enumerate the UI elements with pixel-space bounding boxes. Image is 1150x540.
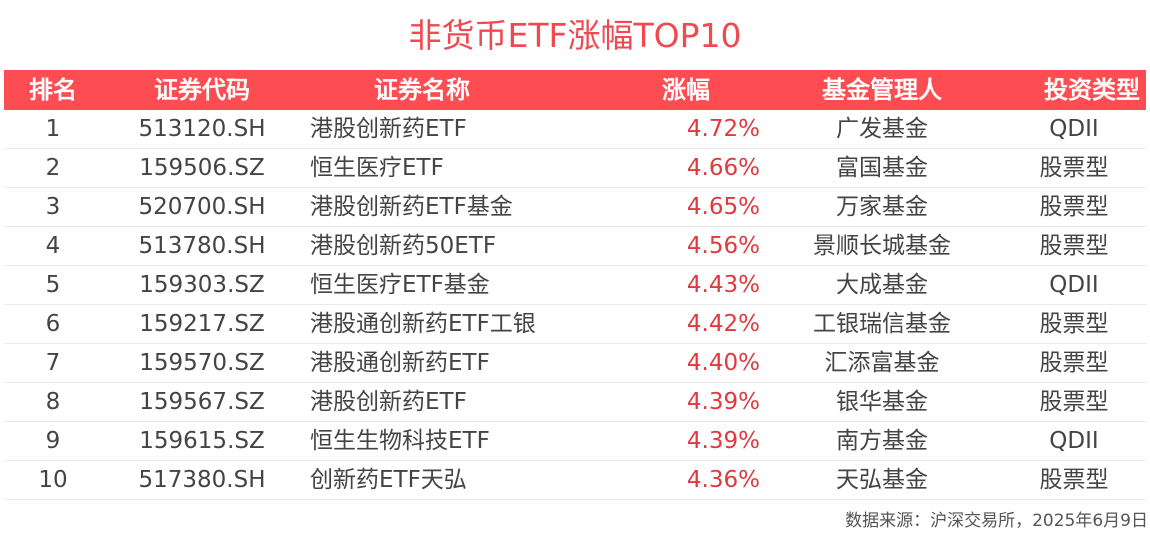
cell-change: 4.65% [686, 194, 760, 220]
cell-rank: 10 [38, 467, 68, 493]
cell-type: QDII [1049, 428, 1099, 454]
cell-change: 4.56% [686, 233, 760, 259]
table-row: 1 513120.SH 港股创新药ETF 4.72% 广发基金 QDII [4, 110, 1146, 149]
header-name: 证券名称 [374, 76, 470, 104]
cell-code: 159615.SZ [139, 428, 265, 454]
cell-manager: 万家基金 [836, 194, 928, 220]
cell-code: 520700.SH [138, 194, 266, 220]
cell-type: 股票型 [1039, 194, 1109, 220]
cell-manager: 天弘基金 [836, 467, 928, 493]
cell-code: 159217.SZ [139, 311, 265, 337]
cell-type: 股票型 [1039, 155, 1109, 181]
cell-rank: 1 [45, 116, 61, 142]
cell-rank: 6 [45, 311, 61, 337]
cell-manager: 景顺长城基金 [813, 233, 951, 259]
cell-manager: 南方基金 [836, 428, 928, 454]
cell-type: QDII [1049, 272, 1099, 298]
table-row: 4 513780.SH 港股创新药50ETF 4.56% 景顺长城基金 股票型 [4, 227, 1146, 266]
cell-change: 4.72% [686, 116, 760, 142]
cell-code: 513120.SH [138, 116, 266, 142]
cell-change: 4.40% [686, 350, 760, 376]
cell-type: 股票型 [1039, 311, 1109, 337]
cell-change: 4.36% [686, 467, 760, 493]
cell-type: 股票型 [1039, 389, 1109, 415]
cell-name: 港股通创新药ETF [310, 350, 490, 376]
cell-rank: 4 [45, 233, 61, 259]
cell-code: 159570.SZ [139, 350, 265, 376]
cell-name: 港股创新药ETF [310, 116, 467, 142]
table-row: 3 520700.SH 港股创新药ETF基金 4.65% 万家基金 股票型 [4, 188, 1146, 227]
cell-name: 港股创新药50ETF [310, 233, 497, 259]
etf-ranking-table: 排名 证券代码 证券名称 涨幅 基金管理人 投资类型 1 513120.SH 港… [4, 70, 1146, 500]
table-row: 10 517380.SH 创新药ETF天弘 4.36% 天弘基金 股票型 [4, 461, 1146, 500]
header-code: 证券代码 [154, 76, 250, 104]
cell-name: 恒生生物科技ETF [310, 428, 490, 454]
cell-change: 4.43% [686, 272, 760, 298]
header-manager: 基金管理人 [822, 76, 942, 104]
cell-type: QDII [1049, 116, 1099, 142]
cell-name: 港股创新药ETF [310, 389, 467, 415]
header-change: 涨幅 [662, 76, 710, 104]
table-row: 2 159506.SZ 恒生医疗ETF 4.66% 富国基金 股票型 [4, 149, 1146, 188]
cell-change: 4.42% [686, 311, 760, 337]
table-row: 5 159303.SZ 恒生医疗ETF基金 4.43% 大成基金 QDII [4, 266, 1146, 305]
cell-code: 517380.SH [138, 467, 266, 493]
table-row: 6 159217.SZ 港股通创新药ETF工银 4.42% 工银瑞信基金 股票型 [4, 305, 1146, 344]
cell-rank: 9 [45, 428, 61, 454]
cell-rank: 8 [45, 389, 61, 415]
cell-type: 股票型 [1039, 467, 1109, 493]
cell-change: 4.66% [686, 155, 760, 181]
cell-change: 4.39% [686, 428, 760, 454]
cell-code: 159567.SZ [139, 389, 265, 415]
cell-rank: 3 [45, 194, 61, 220]
cell-code: 513780.SH [138, 233, 266, 259]
cell-name: 港股创新药ETF基金 [310, 194, 513, 220]
cell-manager: 广发基金 [836, 116, 928, 142]
cell-manager: 大成基金 [836, 272, 928, 298]
table-row: 7 159570.SZ 港股通创新药ETF 4.40% 汇添富基金 股票型 [4, 344, 1146, 383]
cell-manager: 汇添富基金 [824, 350, 940, 376]
header-rank: 排名 [29, 76, 77, 104]
cell-code: 159303.SZ [139, 272, 265, 298]
cell-rank: 5 [45, 272, 61, 298]
cell-rank: 7 [45, 350, 61, 376]
cell-manager: 富国基金 [836, 155, 928, 181]
cell-change: 4.39% [686, 389, 760, 415]
header-type: 投资类型 [1044, 76, 1140, 104]
cell-manager: 银华基金 [836, 389, 928, 415]
cell-name: 港股通创新药ETF工银 [310, 311, 536, 337]
cell-name: 恒生医疗ETF [310, 155, 444, 181]
cell-name: 恒生医疗ETF基金 [310, 272, 490, 298]
cell-name: 创新药ETF天弘 [310, 467, 467, 493]
cell-manager: 工银瑞信基金 [813, 311, 951, 337]
cell-type: 股票型 [1039, 233, 1109, 259]
table-header: 排名 证券代码 证券名称 涨幅 基金管理人 投资类型 [4, 70, 1146, 110]
data-source-note: 数据来源：沪深交易所，2025年6月9日 [845, 511, 1148, 531]
cell-code: 159506.SZ [139, 155, 265, 181]
cell-rank: 2 [45, 155, 61, 181]
table-row: 8 159567.SZ 港股创新药ETF 4.39% 银华基金 股票型 [4, 383, 1146, 422]
table-row: 9 159615.SZ 恒生生物科技ETF 4.39% 南方基金 QDII [4, 422, 1146, 461]
chart-title: 非货币ETF涨幅TOP10 [408, 16, 742, 55]
cell-type: 股票型 [1039, 350, 1109, 376]
